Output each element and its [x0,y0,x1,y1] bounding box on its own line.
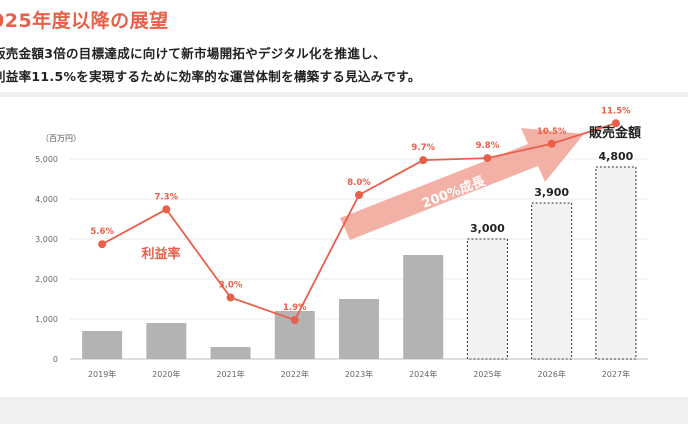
x-tick-label: 2019年 [88,369,116,379]
y-tick-label: 5,000 [35,155,58,164]
forecast-bar [466,238,508,360]
profit-margin-point [290,316,299,325]
x-tick-label: 2026年 [537,369,565,379]
profit-margin-point [547,139,556,148]
profit-margin-value: 11.5% [601,106,631,116]
profit-margin-value: 7.3% [155,192,179,202]
subtitle-line-2: 利益率11.5%を実現するために効率的な運営体制を構築する見込みです。 [0,69,421,84]
sales-bar [339,299,379,359]
bar-value-label: 3,900 [534,186,569,199]
y-tick-label: 4,000 [35,195,58,204]
subtitle-line-1: 販売金額3倍の目標達成に向けて新市場開拓やデジタル化を推進し、 [0,46,386,61]
growth-arrow-shape [340,128,584,240]
profit-margin-value: 1.9% [283,303,307,313]
profit-margin-value: 9.8% [476,141,500,151]
profit-margin-value: 9.7% [411,143,435,153]
profit-margin-value: 8.0% [347,178,371,188]
y-tick-label: 3,000 [35,235,58,244]
y-tick-label: 2,000 [35,275,58,284]
profit-margin-line [98,119,620,325]
profit-margin-value: 10.5% [537,127,567,137]
x-tick-label: 2024年 [409,369,437,379]
profit-margin-value: 5.6% [90,227,114,237]
sales-bars [82,166,637,360]
sales-bar-labels: 3,000 3,900 4,800 [470,150,634,235]
x-tick-label: 2022年 [281,369,309,379]
x-axis: 2019年 2020年 2021年 2022年 2023年 2024年 2025年 2026年… [88,369,630,379]
y-axis-unit-label: （百万円） [41,134,81,143]
y-tick-label: 0 [53,355,58,364]
bottom-band [0,401,688,424]
sales-bar [403,255,444,359]
profit-margin-point [611,119,620,128]
sales-bar [146,323,187,359]
profit-margin-point [483,154,492,163]
y-tick-label: 1,000 [35,315,58,324]
legend-profit-margin: 利益率 [141,246,180,262]
profit-margin-point [98,240,107,249]
x-tick-label: 2027年 [602,369,630,379]
x-tick-label: 2021年 [216,369,244,379]
profit-margin-labels: 5.6% 7.3% 3.0% 1.9% 8.0% 9.7% 9.8% 10.5% 11.5% [90,106,631,313]
x-tick-label: 2025年 [473,369,501,379]
x-tick-label: 2023年 [345,369,373,379]
profit-margin-point [355,191,363,199]
header: 025年度以降の展望 販売金額3倍の目標達成に向けて新市場開拓やデジタル化を推進… [0,0,688,92]
x-tick-label: 2020年 [152,369,180,379]
forecast-bar [531,202,573,360]
profit-margin-point [419,156,428,165]
bar-value-label: 4,800 [598,150,633,163]
sales-bar [210,347,251,359]
profit-margin-point [226,293,235,302]
y-axis: （百万円） 0 1,000 2,000 3,000 4,000 5,000 [35,134,81,364]
profit-margin-point [162,205,171,214]
forecast-bar [595,166,637,360]
page-title: 025年度以降の展望 [0,10,169,32]
profit-margin-value: 3.0% [219,281,243,291]
sales-bar [82,331,123,359]
chart-panel: （百万円） 0 1,000 2,000 3,000 4,000 5,000 200%成長 … [0,97,688,397]
bar-value-label: 3,000 [470,222,505,235]
legend-sales: 販売金額 [589,125,641,141]
